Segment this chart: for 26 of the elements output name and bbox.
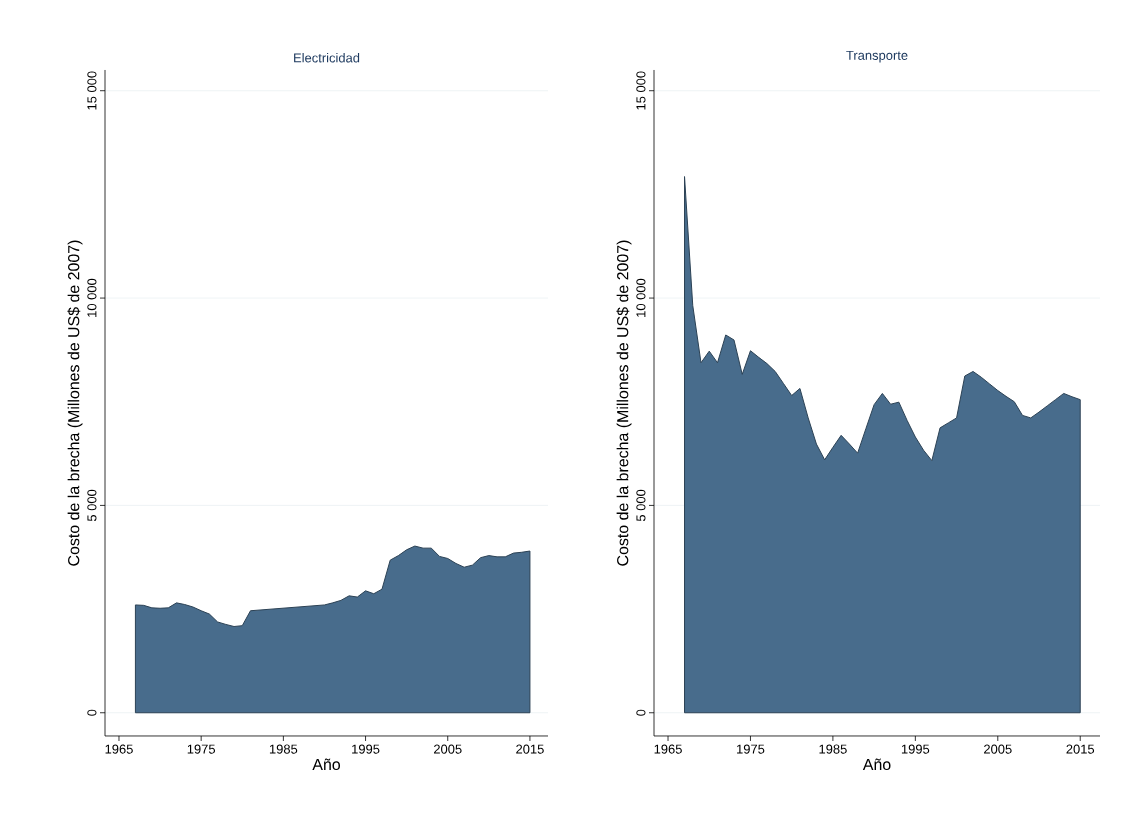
y-tick-label: 10 000	[87, 278, 97, 317]
chart-title: Transporte	[846, 50, 908, 63]
y-tick-label: 15 000	[87, 71, 97, 110]
y-tick-label: 10 000	[636, 278, 646, 317]
x-tick-label: 1995	[901, 744, 930, 754]
x-tick-label: 2015	[1066, 744, 1095, 754]
x-tick-label: 2005	[433, 744, 462, 754]
x-tick-label: 1975	[737, 744, 765, 754]
y-axis-title: Costo de la brecha (Millones de US$ de 2007)	[616, 240, 632, 566]
x-tick-label: 2015	[516, 744, 544, 754]
x-axis-title: Año	[862, 758, 891, 771]
x-tick-label: 1985	[819, 744, 847, 754]
y-tick-label: 5 000	[636, 489, 646, 522]
x-tick-label: 1965	[105, 744, 133, 754]
y-tick-label: 5 000	[87, 489, 97, 522]
y-axis-title: Costo de la brecha (Millones de US$ de 2007)	[67, 240, 83, 566]
x-tick-label: 1995	[352, 744, 380, 754]
x-tick-label: 1975	[187, 744, 216, 754]
y-tick-label: 0	[87, 709, 97, 716]
chart-title: Electricidad	[294, 52, 360, 63]
y-tick-label: 0	[636, 709, 646, 716]
x-tick-label: 1985	[269, 744, 298, 754]
x-tick-label: 1965	[654, 744, 682, 754]
x-axis-title: Año	[312, 758, 341, 771]
x-tick-label: 2005	[984, 744, 1012, 754]
y-tick-label: 15 000	[636, 71, 646, 110]
